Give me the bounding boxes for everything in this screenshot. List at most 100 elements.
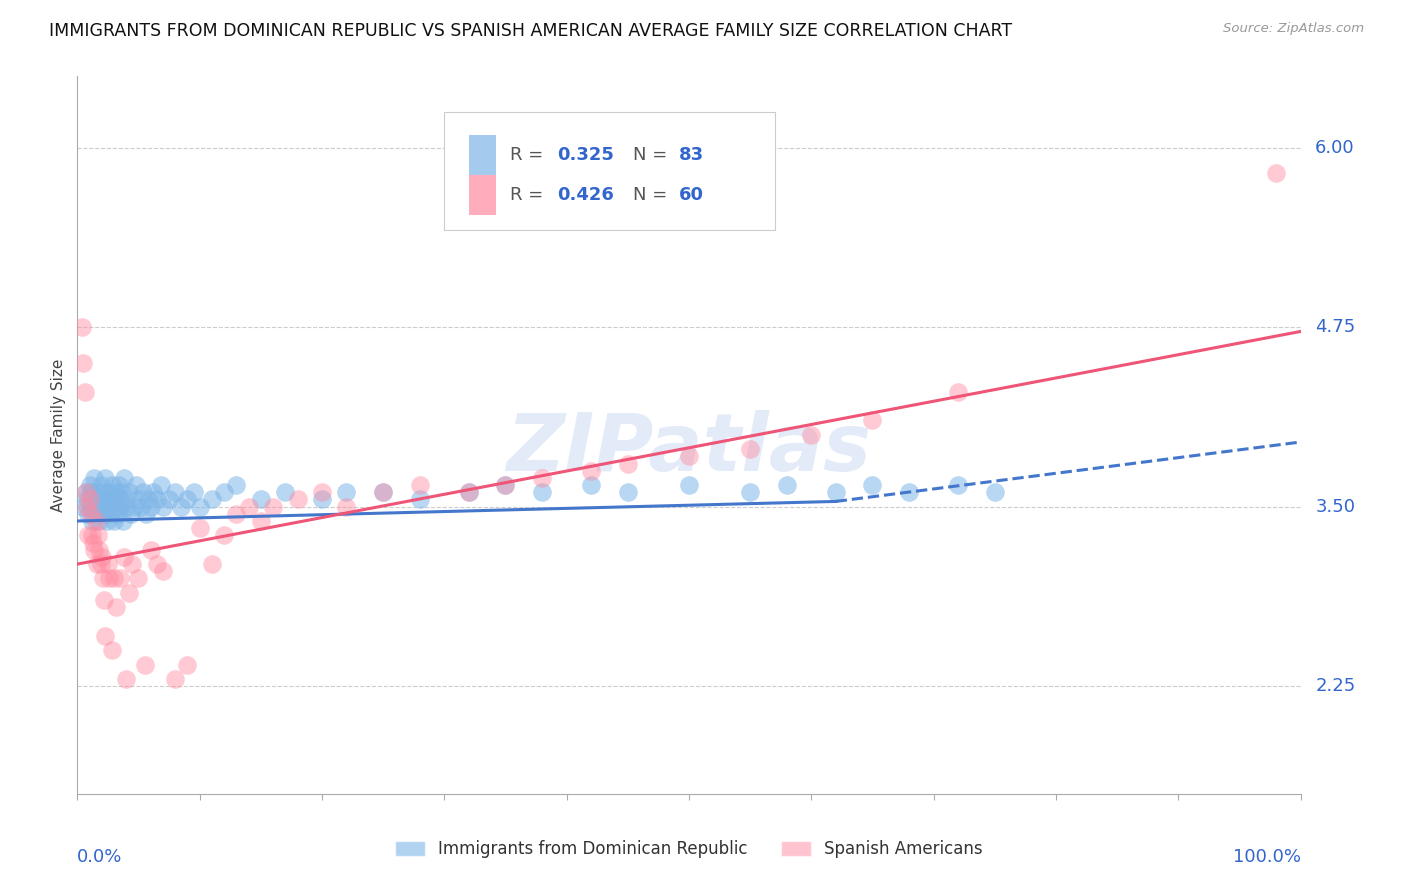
Point xyxy=(132,485,155,500)
Point xyxy=(136,492,159,507)
Text: IMMIGRANTS FROM DOMINICAN REPUBLIC VS SPANISH AMERICAN AVERAGE FAMILY SIZE CORRE: IMMIGRANTS FROM DOMINICAN REPUBLIC VS SP… xyxy=(49,22,1012,40)
Point xyxy=(120,507,142,521)
Point xyxy=(176,492,198,507)
Point xyxy=(91,571,114,585)
Point xyxy=(335,500,357,514)
Point xyxy=(84,485,107,500)
FancyBboxPatch shape xyxy=(468,136,496,175)
Text: R =: R = xyxy=(510,186,550,203)
Text: N =: N = xyxy=(633,146,672,164)
Point xyxy=(127,492,149,507)
Point xyxy=(108,500,131,514)
Point xyxy=(108,478,131,492)
Point xyxy=(579,478,602,492)
Y-axis label: Average Family Size: Average Family Size xyxy=(51,359,66,511)
Point xyxy=(110,485,132,500)
Point xyxy=(83,542,105,557)
Point xyxy=(139,542,162,557)
Point xyxy=(80,485,103,500)
Point xyxy=(90,557,112,571)
Point xyxy=(152,500,174,514)
Point xyxy=(898,485,921,500)
Point xyxy=(946,384,969,399)
Point xyxy=(225,478,247,492)
Point xyxy=(83,471,105,485)
Text: 3.50: 3.50 xyxy=(1315,498,1355,516)
Point xyxy=(79,478,101,492)
Point xyxy=(90,500,112,514)
Point xyxy=(238,500,260,514)
Point xyxy=(984,485,1007,500)
Point xyxy=(146,492,169,507)
Point xyxy=(86,557,108,571)
Point xyxy=(79,500,101,514)
Point xyxy=(90,549,112,564)
Text: 0.0%: 0.0% xyxy=(77,847,122,866)
Point xyxy=(115,672,138,686)
Text: 83: 83 xyxy=(679,146,704,164)
Point xyxy=(89,542,111,557)
Point xyxy=(98,507,121,521)
Point xyxy=(139,500,162,514)
Point xyxy=(165,485,187,500)
Point xyxy=(84,507,107,521)
Point xyxy=(82,535,104,549)
Point xyxy=(75,485,97,500)
Point xyxy=(121,557,143,571)
Point xyxy=(617,485,640,500)
Point xyxy=(188,521,211,535)
Point xyxy=(101,500,124,514)
Point xyxy=(94,629,117,643)
Point xyxy=(457,485,479,500)
Point xyxy=(90,485,112,500)
Legend: Immigrants from Dominican Republic, Spanish Americans: Immigrants from Dominican Republic, Span… xyxy=(388,833,990,864)
Point xyxy=(146,557,169,571)
Point xyxy=(108,492,131,507)
Point xyxy=(118,485,141,500)
Point xyxy=(531,485,554,500)
Point xyxy=(495,478,517,492)
Point xyxy=(100,643,122,657)
Text: Source: ZipAtlas.com: Source: ZipAtlas.com xyxy=(1223,22,1364,36)
Text: 2.25: 2.25 xyxy=(1315,677,1355,695)
Point xyxy=(112,549,135,564)
Text: 4.75: 4.75 xyxy=(1315,318,1355,336)
Point xyxy=(105,600,128,615)
Point xyxy=(97,500,120,514)
Point xyxy=(76,492,98,507)
Point xyxy=(495,478,517,492)
Point xyxy=(103,571,125,585)
Point xyxy=(201,557,224,571)
Point xyxy=(311,485,333,500)
Point xyxy=(371,485,394,500)
Text: 60: 60 xyxy=(679,186,704,203)
Point xyxy=(212,528,235,542)
Point xyxy=(225,507,247,521)
Point xyxy=(96,514,118,528)
Point xyxy=(115,492,138,507)
Point xyxy=(84,514,107,528)
Point xyxy=(86,500,108,514)
Point xyxy=(82,492,104,507)
Point xyxy=(122,500,145,514)
Point xyxy=(371,485,394,500)
Point xyxy=(93,593,115,607)
Point xyxy=(129,500,152,514)
Point xyxy=(118,586,141,600)
Point xyxy=(152,564,174,578)
Point xyxy=(250,492,273,507)
Point xyxy=(157,492,180,507)
Point xyxy=(862,478,884,492)
Point xyxy=(112,471,135,485)
Point xyxy=(98,492,121,507)
Point xyxy=(134,657,156,672)
Point xyxy=(274,485,297,500)
Point xyxy=(409,478,432,492)
Text: ZIPatlas: ZIPatlas xyxy=(506,410,872,488)
Point xyxy=(311,492,333,507)
Point xyxy=(89,514,111,528)
Point xyxy=(335,485,357,500)
Point xyxy=(79,492,101,507)
Point xyxy=(75,485,97,500)
Point xyxy=(77,507,100,521)
